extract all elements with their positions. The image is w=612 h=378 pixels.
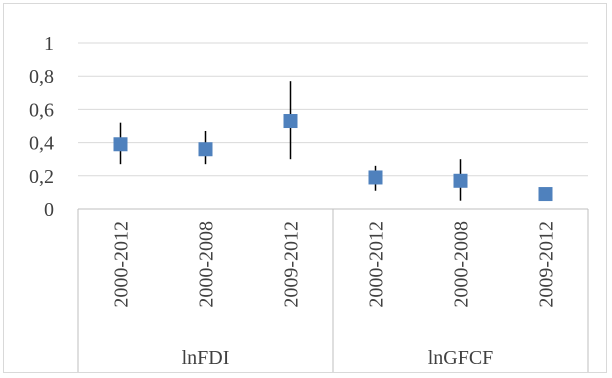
data-point-marker — [368, 170, 383, 185]
y-tick-label: 0,8 — [29, 66, 54, 88]
data-point-marker — [113, 137, 128, 152]
y-tick-label: 0 — [44, 199, 54, 221]
data-point-marker — [283, 114, 298, 129]
y-tick-label: 0,4 — [29, 133, 54, 155]
category-label: 2009-2012 — [281, 221, 303, 308]
data-point-marker — [538, 187, 553, 202]
y-tick-label: 0,6 — [29, 99, 54, 121]
category-label: 2000-2008 — [196, 221, 218, 308]
group-label: lnFDI — [182, 347, 230, 369]
data-point-marker — [198, 142, 213, 157]
chart-frame — [3, 3, 607, 373]
category-label: 2000-2012 — [111, 221, 133, 308]
y-tick-label: 0,2 — [29, 166, 54, 188]
category-label: 2000-2008 — [451, 221, 473, 308]
category-label: 2009-2012 — [536, 221, 558, 308]
y-tick-label: 1 — [44, 33, 54, 55]
group-label: lnGFCF — [428, 347, 494, 369]
data-point-marker — [453, 173, 468, 188]
category-label: 2000-2012 — [366, 221, 388, 308]
